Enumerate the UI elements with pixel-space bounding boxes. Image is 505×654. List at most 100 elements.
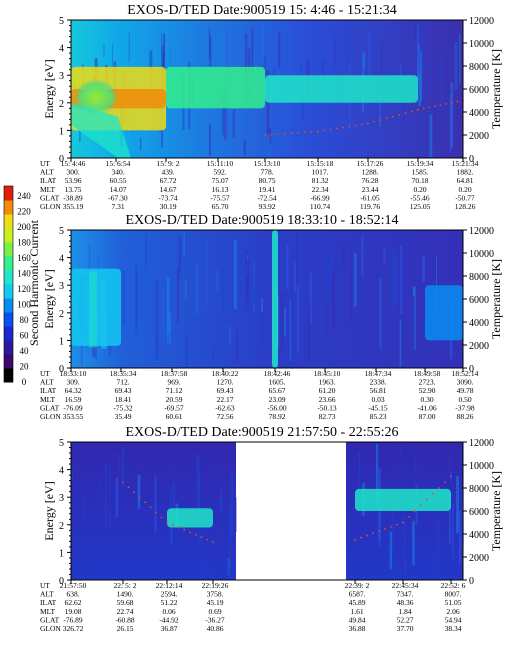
orbit-value: 13.75 <box>65 185 82 194</box>
texture-streak <box>399 319 402 367</box>
orbit-value: 2338. <box>370 378 387 387</box>
orbit-value: 18:49:58 <box>414 369 441 378</box>
orbit-row-label: ILAT <box>40 176 57 185</box>
texture-streak <box>329 247 332 295</box>
colorbar-swatch <box>4 298 13 313</box>
orbit-value: -61.05 <box>360 193 380 202</box>
texture-streak <box>375 443 379 505</box>
panel-3-axes: 0 1 2 3 4 5 0 2000 4000 6000 8000 10000 12000 <box>59 438 494 587</box>
texture-streak <box>192 25 195 73</box>
temperature-point <box>360 123 363 126</box>
texture-streak <box>82 496 85 519</box>
orbit-value: 36.88 <box>349 624 366 633</box>
colorbar-swatches <box>3 185 14 383</box>
texture-streak <box>124 247 127 295</box>
orbit-value: 53.96 <box>65 176 82 185</box>
texture-streak <box>221 478 224 546</box>
temperature-point <box>166 521 168 524</box>
texture-streak <box>108 465 112 530</box>
temperature-point <box>348 125 351 128</box>
temperature-point <box>439 104 442 106</box>
energy-tick-label: 0 <box>59 364 64 375</box>
texture-streak <box>305 281 307 294</box>
orbit-value: 14.07 <box>110 185 127 194</box>
temperature-point <box>354 538 356 541</box>
texture-streak <box>205 242 208 309</box>
texture-streak <box>454 42 458 90</box>
panel-2-title: EXOS-D/TED Date:900519 18:33:10 - 18:52:… <box>126 213 399 228</box>
temperature-point <box>445 103 448 105</box>
orbit-row-label: ALT <box>40 378 54 387</box>
temperature-tick-label: 2000 <box>469 341 489 352</box>
texture-streak <box>378 534 381 547</box>
texture-streak <box>389 531 393 570</box>
orbit-value: 20.59 <box>166 395 183 404</box>
texture-streak <box>289 31 292 76</box>
orbit-value: -66.99 <box>310 193 330 202</box>
orbit-value: 78.92 <box>269 412 286 421</box>
orbit-value: 1963. <box>319 378 336 387</box>
texture-streak <box>420 51 423 102</box>
temperature-point <box>450 475 452 478</box>
orbit-value: 65.67 <box>269 386 286 395</box>
hot-spot <box>74 79 118 116</box>
orbit-value: 93.92 <box>259 202 276 211</box>
texture-streak <box>361 234 364 278</box>
orbit-value: 712. <box>116 378 129 387</box>
temperature-point <box>290 132 293 135</box>
orbit-value: -50.77 <box>455 193 475 202</box>
orbit-value: 22.17 <box>217 395 234 404</box>
orbit-value: 15: 9: 2 <box>157 159 180 168</box>
orbit-value: 48.36 <box>397 598 414 607</box>
temperature-point <box>149 506 152 509</box>
panel-3-data-gap <box>236 442 346 580</box>
temperature-point <box>379 119 382 121</box>
texture-streak <box>219 490 223 513</box>
orbit-value: 1605. <box>269 378 286 387</box>
orbit-value: -36.27 <box>205 615 225 624</box>
temperature-tick-label: 4000 <box>469 530 489 541</box>
orbit-value: -38.89 <box>63 193 83 202</box>
temperature-point <box>264 134 266 136</box>
temperature-point <box>426 498 428 501</box>
temperature-point <box>444 481 446 484</box>
temperature-point <box>402 521 404 524</box>
texture-streak <box>224 84 227 140</box>
orbit-value: 8007. <box>445 590 462 599</box>
texture-streak <box>159 480 162 491</box>
orbit-value: -72.54 <box>257 193 277 202</box>
orbit-value: 18:52:14 <box>452 369 479 378</box>
colorbar-swatch <box>4 228 13 243</box>
texture-streak <box>452 502 454 558</box>
orbit-row-label: ILAT <box>40 386 57 395</box>
orbit-value: 45.19 <box>207 598 224 607</box>
texture-streak <box>178 237 182 274</box>
colorbar-swatch <box>4 354 13 369</box>
temperature-point <box>144 501 146 504</box>
texture-streak <box>128 32 130 62</box>
orbit-row-label: GLAT <box>40 615 60 624</box>
temperature-tick-label: 10000 <box>469 249 494 260</box>
texture-streak <box>118 452 121 487</box>
temperature-point <box>212 541 214 543</box>
orbit-value: 15:21:34 <box>452 159 479 168</box>
temperature-point <box>270 133 273 136</box>
orbit-value: -44.92 <box>159 615 179 624</box>
texture-streak <box>459 534 463 579</box>
temperature-point <box>396 523 398 526</box>
texture-streak <box>383 248 386 264</box>
texture-streak <box>437 517 439 578</box>
orbit-value: 80.75 <box>259 176 276 185</box>
temperature-point <box>200 536 203 539</box>
texture-streak <box>440 63 442 79</box>
texture-streak <box>105 463 107 531</box>
texture-streak <box>225 33 228 94</box>
temperature-tick-label: 12000 <box>469 438 494 449</box>
energy-tick-label: 1 <box>59 126 64 137</box>
temperature-point <box>283 132 286 135</box>
colorbar-label: Second Harmonic Current <box>27 219 41 346</box>
colorbar-swatch <box>4 312 13 327</box>
intensity-band <box>425 285 463 341</box>
texture-streak <box>169 312 172 345</box>
